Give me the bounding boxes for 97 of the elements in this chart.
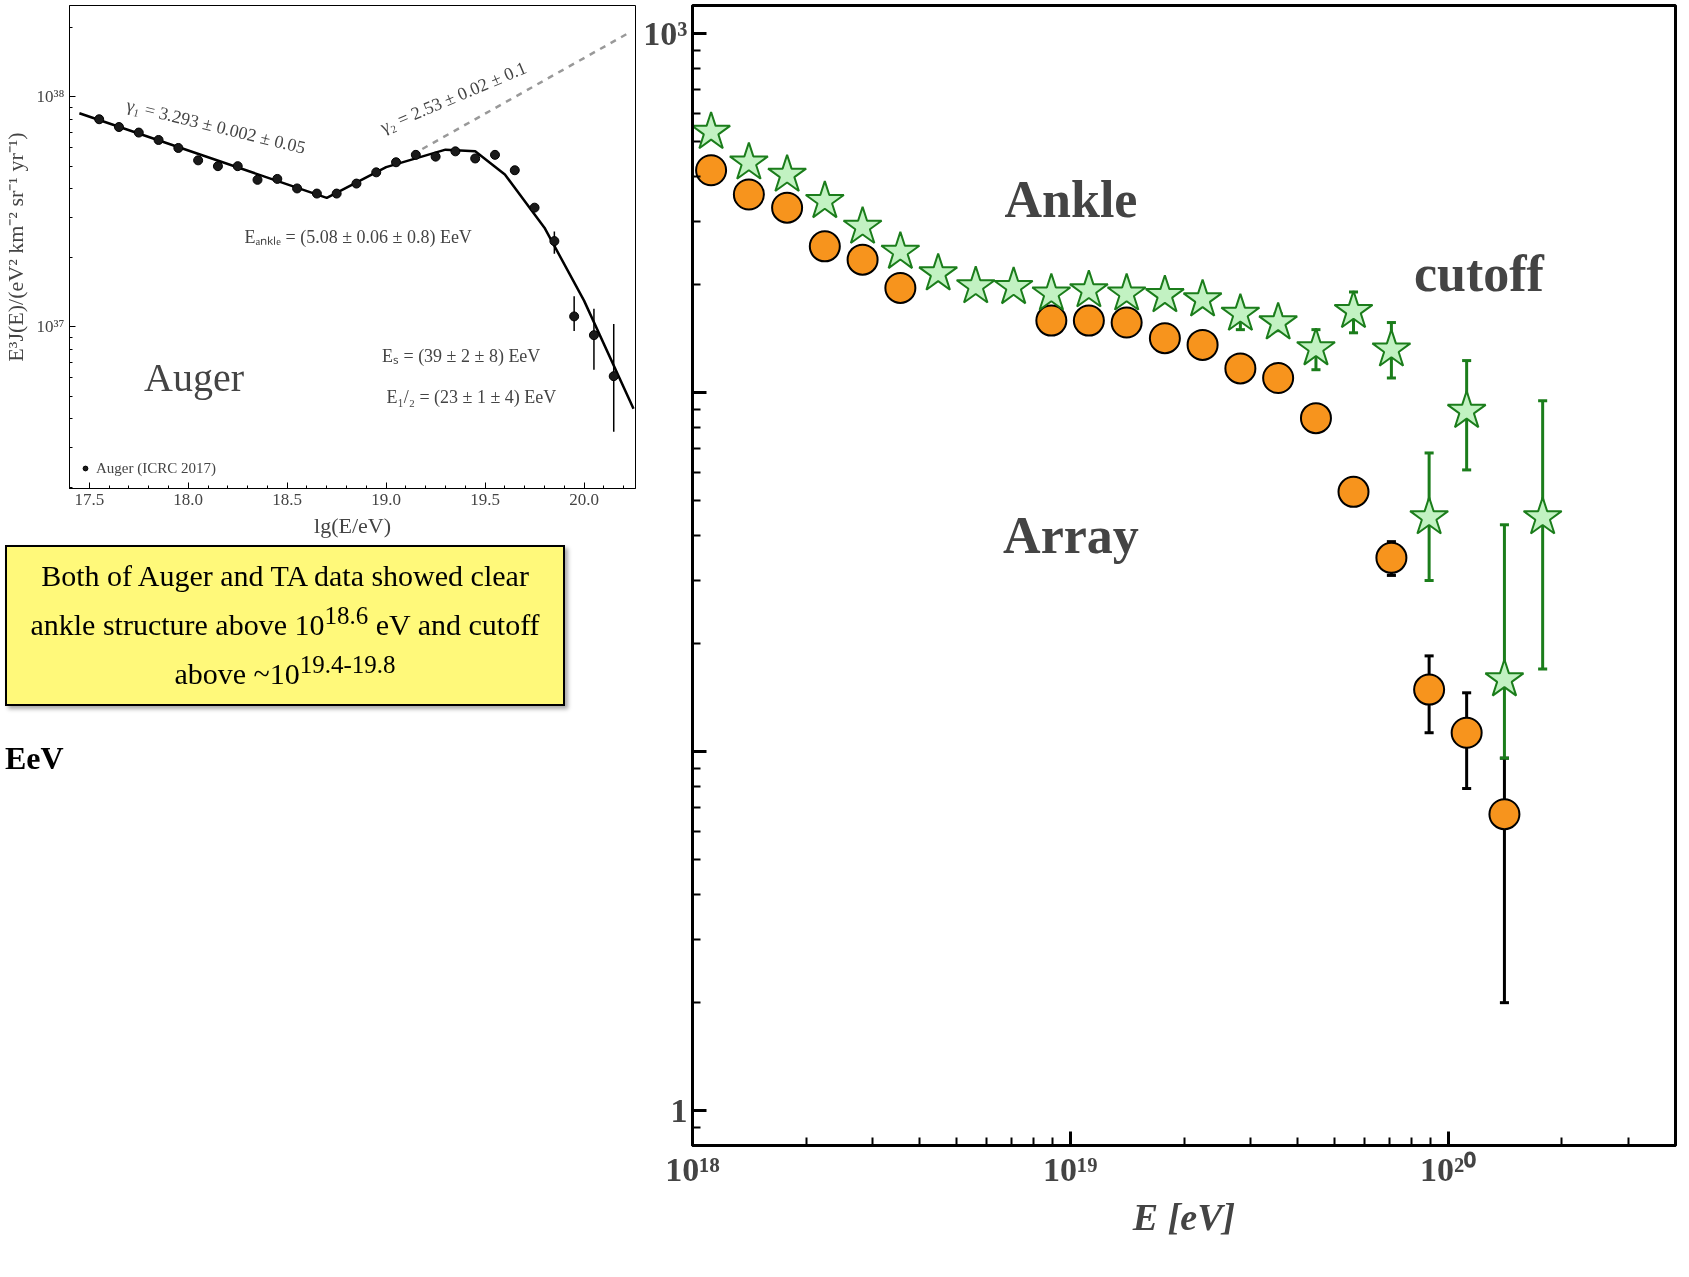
annotation: cutoff	[1413, 244, 1545, 302]
point	[955, 265, 996, 304]
point	[880, 230, 921, 270]
point	[470, 153, 481, 164]
point	[1446, 390, 1487, 429]
y-tick-label: 1	[670, 1092, 688, 1130]
point	[232, 161, 243, 172]
text: Both of Auger and TA data showed clear ankle structure above 10$^{18.6}$ eV and cutoff above ~10$^{19.4-19.8}$	[30, 559, 540, 690]
point	[1182, 278, 1223, 317]
y-axis-title: E³J(E)/(eV² km⁻² sr⁻¹ yr⁻¹)	[3, 132, 29, 362]
point	[1371, 328, 1412, 367]
text: EeV	[5, 738, 64, 778]
point	[808, 230, 841, 263]
point	[351, 178, 362, 189]
x-tick-label: 20.0	[569, 489, 599, 509]
point	[450, 146, 461, 157]
point	[311, 188, 322, 199]
point	[410, 149, 421, 160]
annotation: Eₛ = (39 ± 2 ± 8) EeV	[381, 345, 541, 367]
point	[1258, 301, 1299, 340]
x-tick-label: 18.5	[272, 489, 303, 509]
point	[695, 154, 728, 187]
point	[767, 153, 808, 192]
point	[804, 180, 845, 219]
point	[133, 127, 144, 138]
point	[371, 167, 382, 178]
point	[1413, 673, 1446, 706]
point	[1337, 475, 1370, 508]
point	[509, 165, 520, 176]
point	[1295, 327, 1336, 366]
point	[529, 202, 540, 213]
point	[549, 236, 560, 247]
x-tick-label: 18.0	[173, 489, 204, 509]
annotation: γ₂ = 2.53 ± 0.02 ± 0.1	[376, 57, 530, 138]
x-tick-label: 10²⁰	[1419, 1150, 1477, 1188]
y-tick-label: 10³⁷	[36, 317, 65, 337]
point	[1106, 272, 1147, 311]
point	[569, 311, 580, 322]
point	[1450, 716, 1483, 749]
legend-label: Auger (ICRC 2017)	[96, 459, 216, 477]
point	[1072, 304, 1105, 337]
point	[1148, 322, 1181, 355]
point	[153, 134, 164, 145]
point	[1299, 402, 1332, 435]
annotation: E₁/₂ = (23 ± 1 ± 4) EeV	[386, 386, 557, 408]
point	[692, 111, 732, 150]
annotation: Eₐₙₖₗₑ = (5.08 ± 0.06 ± 0.8) EeV	[244, 227, 472, 249]
x-tick-label: 19.0	[371, 489, 402, 509]
point	[1035, 304, 1068, 337]
point	[846, 243, 879, 276]
point	[430, 151, 441, 162]
point	[272, 173, 283, 184]
annotation: Ankle	[1004, 170, 1138, 228]
point	[1186, 328, 1219, 361]
point	[489, 149, 500, 160]
point	[588, 330, 599, 341]
point	[1333, 290, 1374, 329]
point	[1144, 274, 1185, 313]
point	[608, 371, 619, 382]
point	[173, 142, 184, 153]
point	[391, 157, 402, 168]
point	[732, 178, 765, 211]
y-tick-label: 10³	[643, 15, 688, 53]
point	[1375, 541, 1408, 574]
x-axis-title: lg(E/eV)	[314, 512, 391, 538]
point	[728, 141, 769, 180]
point	[193, 155, 204, 166]
x-tick-label: 10¹⁸	[665, 1150, 720, 1188]
point	[1409, 496, 1450, 535]
point	[884, 271, 917, 304]
annotation: γ₁ = 3.293 ± 0.002 ± 0.05	[123, 94, 308, 158]
x-tick-label: 19.5	[470, 489, 500, 509]
point	[113, 122, 124, 133]
point	[94, 114, 105, 125]
annotation: Array	[1003, 507, 1139, 565]
point	[1262, 362, 1295, 394]
point	[252, 174, 263, 185]
point	[1522, 496, 1563, 535]
point	[771, 191, 804, 224]
point	[1031, 272, 1072, 311]
annotation: Auger	[144, 354, 245, 400]
point	[1488, 798, 1521, 831]
point	[212, 161, 223, 172]
point	[1224, 352, 1257, 385]
point	[1220, 292, 1261, 332]
y-tick-label: 10³⁸	[36, 87, 65, 107]
x-tick-label: 10¹⁹	[1043, 1150, 1098, 1188]
point	[331, 188, 342, 199]
point	[292, 183, 303, 194]
point	[1068, 269, 1109, 308]
point	[1484, 658, 1525, 697]
point	[918, 252, 959, 291]
point	[842, 205, 883, 245]
x-tick-label: 17.5	[74, 489, 105, 509]
point	[993, 266, 1034, 305]
point	[1110, 306, 1143, 339]
x-axis-title: E [eV]	[1131, 1195, 1236, 1238]
